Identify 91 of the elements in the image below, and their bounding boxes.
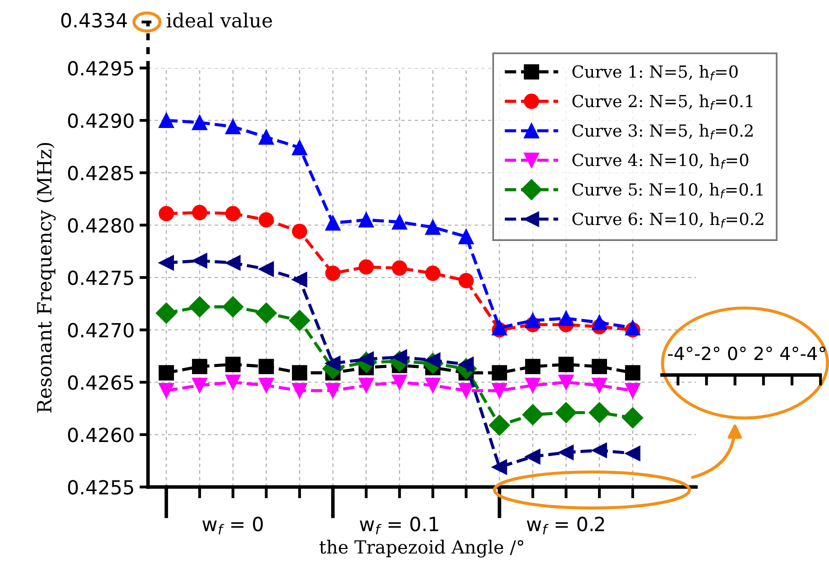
point — [458, 229, 474, 244]
point — [156, 302, 177, 324]
point — [592, 314, 608, 330]
y-tick-label: 0.4295 — [68, 60, 134, 76]
point — [525, 358, 540, 374]
point — [488, 414, 510, 436]
text: ideal value — [166, 12, 272, 28]
point — [289, 310, 310, 331]
y-tick-label: 0.4275 — [68, 270, 134, 286]
point — [158, 365, 174, 380]
point — [256, 302, 277, 324]
point — [358, 212, 374, 228]
point — [492, 459, 508, 475]
point — [292, 365, 308, 380]
point — [625, 365, 640, 380]
point — [192, 253, 208, 268]
legend-label: Curve 4: N=10, h$_{f}$=0 — [572, 153, 748, 169]
y-tick-label: 0.4290 — [68, 113, 134, 128]
point — [222, 296, 244, 318]
legend-label: Curve 2: N=5, h$_{f}$=0.1 — [572, 94, 752, 110]
point — [225, 119, 241, 134]
point — [558, 374, 574, 390]
y-tick-label: 0.4270 — [68, 322, 134, 338]
point — [292, 272, 308, 288]
point — [558, 444, 574, 460]
y-tick-label: 0.4280 — [68, 218, 134, 233]
legend-label: Curve 3: N=5, h$_{f}$=0.2 — [572, 124, 753, 140]
point — [192, 114, 208, 130]
point — [525, 448, 540, 464]
point — [292, 224, 308, 240]
point — [258, 212, 274, 228]
point — [225, 374, 241, 390]
point — [492, 382, 508, 398]
text: 0.4334 — [61, 12, 127, 28]
y-axis-title: Resonant Frequency (MHz) — [36, 142, 56, 412]
point — [358, 259, 374, 275]
y-tick-label: 0.4285 — [68, 166, 134, 180]
point — [325, 266, 341, 281]
point — [192, 204, 208, 220]
point — [392, 260, 408, 276]
point — [358, 378, 374, 394]
y-tick-label: 0.4265 — [68, 375, 134, 390]
point — [625, 446, 640, 462]
point — [425, 378, 440, 394]
point — [225, 356, 241, 372]
point — [325, 215, 341, 231]
x-axis-title: the Trapezoid Angle /° — [320, 540, 524, 558]
text: w$_{f}$ = 0 — [202, 516, 263, 534]
point — [192, 378, 208, 394]
y-tick-label: 0.4260 — [68, 428, 134, 442]
point — [558, 310, 574, 326]
legend-label: Curve 5: N=10, h$_{f}$=0.1 — [572, 182, 763, 198]
point — [522, 404, 544, 426]
point — [625, 382, 640, 398]
text: w$_{f}$ = 0.2 — [526, 516, 604, 534]
point — [258, 358, 274, 374]
point — [556, 402, 577, 424]
point — [558, 356, 574, 372]
point — [225, 206, 241, 222]
point — [325, 382, 341, 398]
y-tick-label: 0.4255 — [68, 480, 134, 495]
point — [292, 382, 308, 398]
point — [158, 255, 174, 270]
point — [458, 273, 474, 288]
point — [292, 140, 308, 156]
point — [225, 255, 241, 270]
point — [392, 374, 408, 390]
point — [425, 266, 440, 281]
point — [622, 407, 644, 428]
point — [425, 220, 440, 235]
point — [592, 442, 608, 458]
text: -4°-2° 0° 2° 4°-4° — [668, 346, 826, 360]
point — [158, 112, 174, 128]
point — [189, 296, 210, 318]
point — [192, 358, 208, 374]
legend-label: Curve 1: N=5, h$_{f}$=0 — [572, 64, 738, 80]
text: w$_{f}$ = 0.1 — [360, 516, 438, 534]
point — [392, 214, 408, 230]
point — [458, 382, 474, 398]
point — [592, 378, 608, 394]
point — [588, 402, 610, 424]
point — [258, 261, 274, 277]
point — [525, 312, 540, 328]
point — [592, 358, 608, 374]
legend-label: Curve 6: N=10, h$_{f}$=0.2 — [572, 212, 764, 228]
point — [158, 382, 174, 398]
point — [258, 378, 274, 394]
point — [525, 378, 540, 394]
point — [492, 365, 508, 380]
point — [158, 206, 174, 222]
point — [258, 129, 274, 145]
